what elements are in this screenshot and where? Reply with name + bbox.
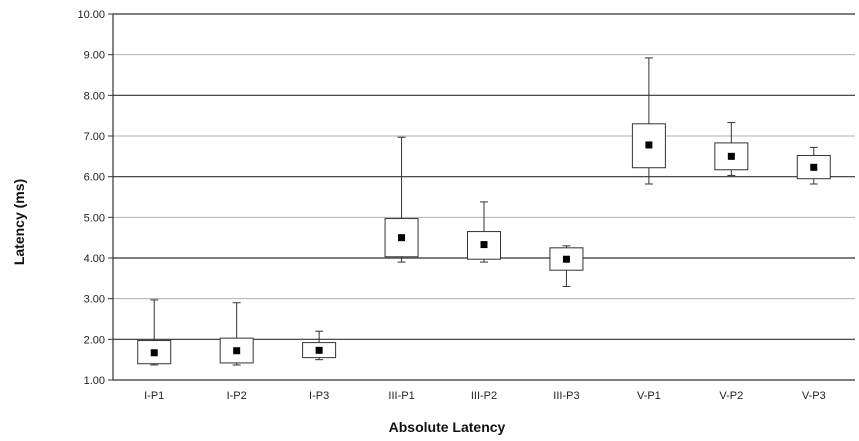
median-marker	[480, 241, 488, 249]
y-tick-label: 6.00	[84, 172, 105, 184]
gridlines	[108, 13, 855, 381]
iqr-box	[384, 218, 419, 258]
x-tick-label: I-P1	[144, 390, 164, 402]
box-i-p2	[219, 302, 254, 366]
median-marker	[398, 234, 406, 242]
y-tick-label: 3.00	[84, 294, 105, 306]
box-i-p1	[137, 299, 172, 366]
median-marker	[727, 152, 735, 160]
box-iii-p2	[467, 201, 501, 263]
y-tick-label: 1.00	[84, 375, 105, 387]
median-marker	[645, 141, 653, 149]
y-tick-label: 5.00	[84, 212, 105, 224]
median-marker	[233, 347, 241, 355]
y-tick-labels: 1.00 2.00 3.00 4.00 5.00 6.00 7.00 8.00 9.00 10.0…	[77, 9, 105, 387]
x-tick-label: I-P2	[227, 390, 247, 402]
x-tick-label: III-P3	[553, 390, 579, 402]
box-iii-p3	[549, 245, 584, 287]
median-marker	[562, 255, 570, 263]
box-v-p3	[796, 146, 831, 185]
x-tick-label: I-P3	[309, 390, 329, 402]
x-axis-title: Absolute Latency	[389, 419, 506, 435]
x-tick-labels: I-P1 I-P2 I-P3 III-P1 III-P2 III-P3 V-P1 V-P2 V-…	[144, 390, 826, 402]
y-tick-label: 4.00	[84, 253, 105, 265]
box-i-p3	[302, 330, 337, 361]
x-tick-label: III-P2	[471, 390, 497, 402]
box-series	[137, 57, 831, 366]
x-tick-label: V-P3	[802, 390, 826, 402]
x-tick-label: V-P2	[719, 390, 743, 402]
y-tick-label: 10.00	[77, 9, 105, 21]
y-axis-title: Latency (ms)	[11, 179, 27, 265]
y-tick-label: 7.00	[84, 131, 105, 143]
box-iii-p1	[384, 136, 419, 263]
box-v-p2	[714, 122, 749, 176]
median-marker	[810, 163, 818, 171]
median-marker	[150, 349, 158, 357]
x-tick-label: V-P1	[637, 390, 661, 402]
y-tick-label: 8.00	[84, 90, 105, 102]
y-tick-label: 2.00	[84, 334, 105, 346]
y-tick-label: 9.00	[84, 50, 105, 62]
median-marker	[315, 346, 323, 354]
x-tick-label: III-P1	[388, 390, 414, 402]
box-v-p1	[631, 57, 666, 185]
